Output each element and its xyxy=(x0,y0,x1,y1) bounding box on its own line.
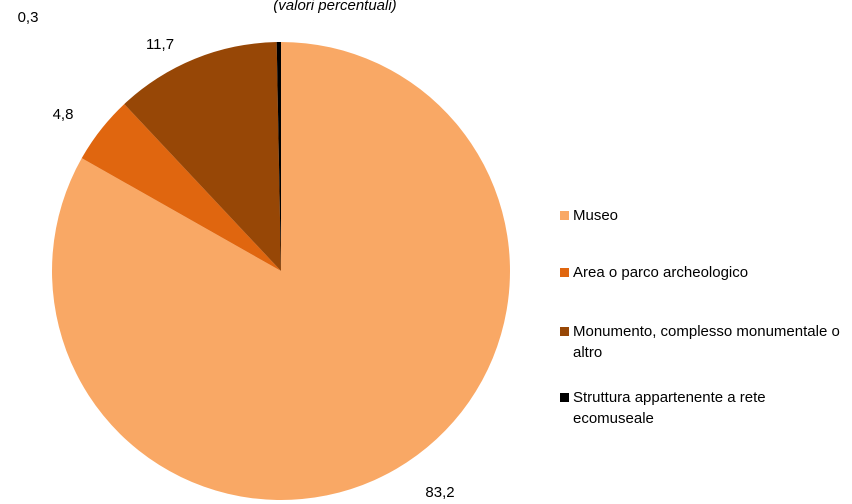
data-label: 4,8 xyxy=(53,106,74,123)
pie-slice xyxy=(276,42,281,271)
data-label: 0,3 xyxy=(18,9,39,26)
data-label: 11,7 xyxy=(146,36,174,53)
legend-item: Area o parco archeologico xyxy=(560,262,845,283)
pie-slice xyxy=(52,42,511,500)
legend-swatch xyxy=(560,211,569,220)
legend-swatch xyxy=(560,327,569,336)
legend-item: Struttura appartenente a rete ecomuseale xyxy=(560,387,845,429)
legend-label: Area o parco archeologico xyxy=(573,264,749,281)
legend-swatch xyxy=(560,268,569,277)
pie-slice xyxy=(124,42,282,271)
legend-label: Monumento, complesso monumentale o altro xyxy=(573,323,840,361)
legend-label: Struttura appartenente a rete ecomuseale xyxy=(573,389,766,427)
chart-subtitle: (valori percentuali) xyxy=(273,0,396,14)
legend-item: Museo xyxy=(560,205,845,226)
data-label: 83,2 xyxy=(425,484,454,501)
legend-label: Museo xyxy=(573,207,619,224)
pie-slice xyxy=(81,104,281,271)
legend-item: Monumento, complesso monumentale o altro xyxy=(560,321,845,363)
legend-swatch xyxy=(560,393,569,402)
